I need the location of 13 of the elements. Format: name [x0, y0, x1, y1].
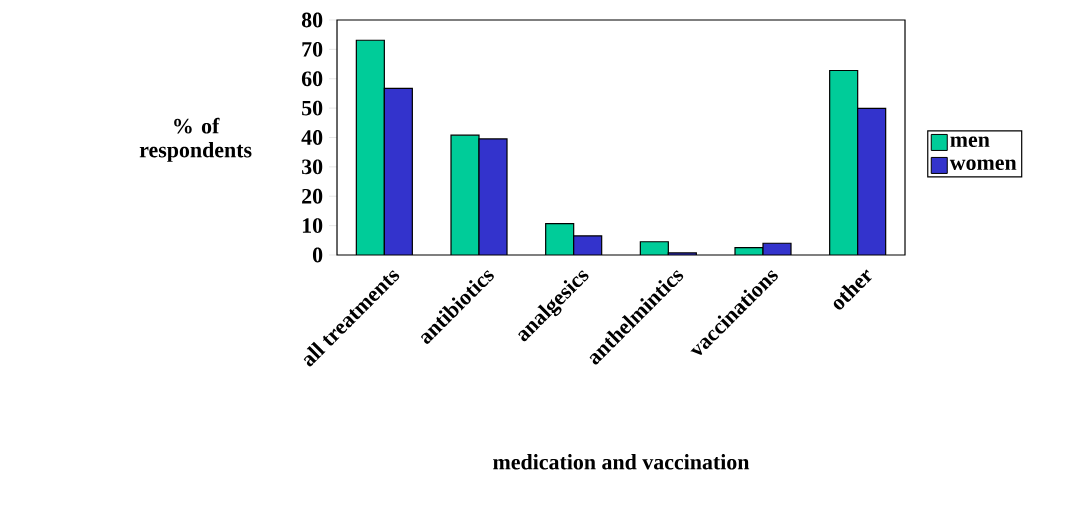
- y-tick-label: 60: [301, 71, 323, 87]
- y-tick-label: 80: [301, 12, 323, 28]
- y-tick-label: 30: [302, 159, 323, 175]
- y-tick-label: 50: [302, 100, 323, 116]
- x-axis-title: medication and vaccination: [493, 454, 750, 470]
- legend-label: men: [950, 136, 990, 148]
- y-tick-label: 40: [301, 130, 323, 145]
- y-tick-label: 0: [312, 247, 323, 263]
- y-tick-label: 70: [302, 41, 323, 57]
- y-tick-label: 20: [302, 188, 323, 204]
- y-axis-title: % of respondents: [139, 117, 252, 162]
- y-tick-label: 10: [302, 218, 323, 234]
- legend-label: women: [949, 159, 1017, 171]
